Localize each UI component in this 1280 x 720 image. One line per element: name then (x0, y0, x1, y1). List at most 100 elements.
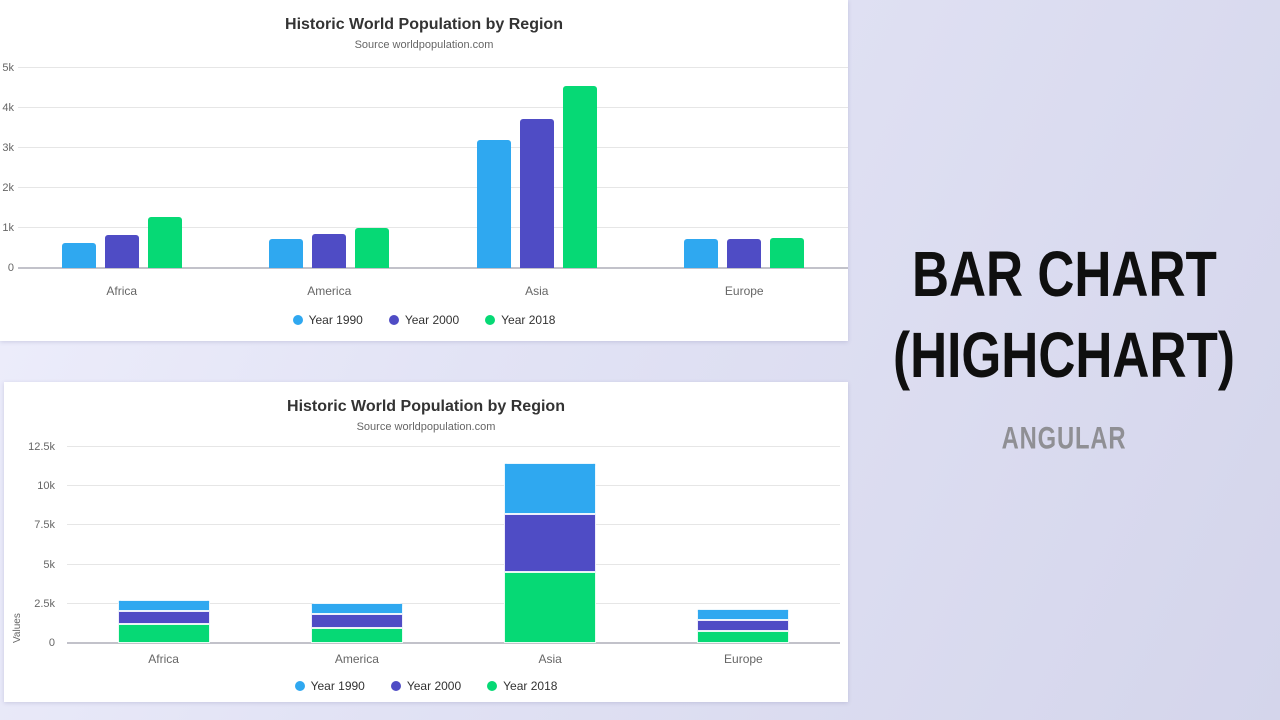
category-europe (641, 68, 849, 268)
bar-year-2000-america[interactable] (312, 234, 347, 268)
legend-item-year-2000[interactable]: Year 2000 (390, 679, 462, 693)
x-axis-label-asia: Asia (525, 284, 549, 298)
category-europe (647, 447, 840, 643)
x-axis-line (67, 642, 840, 644)
panel-subtitle: ANGULAR (1001, 421, 1127, 456)
legend-item-year-2000[interactable]: Year 2000 (388, 313, 460, 327)
bar-year-1990-europe[interactable] (684, 239, 719, 268)
chart-title: Historic World Population by Region (285, 16, 563, 33)
x-axis-label-europe: Europe (724, 652, 763, 666)
title-panel: BAR CHART (HIGHCHART) ANGULAR (848, 0, 1280, 720)
legend-marker-icon (292, 315, 303, 325)
y-tick-label: 4k (2, 102, 14, 114)
bars-container (18, 68, 848, 268)
bar-year-1990-america[interactable] (269, 238, 304, 268)
x-axis-label-europe: Europe (724, 284, 764, 298)
legend-marker-icon (487, 681, 498, 691)
x-axis-labels: Africa America Asia Europe (18, 284, 848, 298)
bar-year-2018-europe[interactable] (770, 238, 805, 268)
legend-marker-icon (294, 681, 305, 691)
chart-title: Historic World Population by Region (287, 398, 565, 415)
bar-year-1990-asia[interactable] (476, 139, 511, 268)
bar-year-2000-asia[interactable] (519, 119, 554, 268)
gridline (67, 563, 840, 565)
legend-label: Year 2000 (404, 313, 460, 327)
category-africa (18, 68, 226, 268)
gridline (18, 67, 848, 68)
y-tick-label: 5k (2, 62, 14, 74)
legend-marker-icon (390, 681, 401, 691)
x-axis-line (18, 267, 848, 269)
stack-asia (504, 463, 597, 643)
x-axis-label-asia: Asia (538, 652, 562, 666)
segment-year-2000-europe[interactable] (697, 619, 790, 632)
x-axis-labels: Africa America Asia Europe (67, 652, 840, 666)
category-america (260, 447, 453, 643)
legend-label: Year 2000 (406, 679, 462, 693)
segment-year-1990-asia[interactable] (504, 463, 597, 514)
stack-europe (697, 608, 790, 643)
segment-year-2018-asia[interactable] (504, 571, 597, 643)
bar-year-1990-africa[interactable] (61, 242, 96, 268)
legend-label: Year 2018 (501, 313, 556, 327)
stack-africa (117, 600, 210, 643)
gridline (18, 107, 848, 108)
segment-year-1990-america[interactable] (310, 602, 403, 615)
grouped-bar-chart: Historic World Population by Region Sour… (0, 0, 848, 327)
y-tick-label: 2.5k (34, 597, 55, 610)
y-tick-label: 10k (37, 480, 55, 493)
y-tick-label: 1k (2, 222, 14, 234)
gridline (67, 602, 840, 604)
bars-container (67, 447, 840, 643)
bar-year-2018-america[interactable] (355, 227, 390, 268)
stacked-bar-chart: Historic World Population by Region Sour… (4, 382, 848, 693)
legend-marker-icon (485, 315, 496, 325)
y-tick-label: 2k (2, 182, 14, 194)
legend-label: Year 1990 (310, 679, 365, 693)
legend-item-year-2018[interactable]: Year 2018 (485, 313, 555, 327)
bar-year-2000-africa[interactable] (104, 235, 139, 268)
legend-label: Year 1990 (308, 313, 363, 327)
gridline (67, 485, 840, 487)
segment-year-2000-asia[interactable] (504, 513, 597, 572)
chart-subtitle: Source worldpopulation.com (356, 421, 496, 433)
y-tick-label: 5k (43, 558, 55, 571)
segment-year-1990-africa[interactable] (117, 600, 210, 611)
panel-title-line2: (HIGHCHART) (893, 319, 1235, 392)
y-tick-label: 0 (7, 262, 14, 274)
bar-year-2018-asia[interactable] (562, 85, 597, 268)
legend-item-year-1990[interactable]: Year 1990 (294, 679, 365, 693)
segment-year-2018-america[interactable] (310, 627, 403, 643)
legend: Year 1990 Year 2000 Year 2018 (0, 313, 848, 327)
x-axis-label-america: America (307, 284, 352, 298)
y-axis-labels: 0 1k 2k 3k 4k 5k (0, 62, 14, 274)
x-axis-label-africa: Africa (148, 652, 179, 666)
legend-item-year-1990[interactable]: Year 1990 (292, 313, 363, 327)
category-africa (67, 447, 260, 643)
legend-label: Year 2018 (503, 679, 558, 693)
category-america (226, 68, 434, 268)
segment-year-2000-america[interactable] (310, 614, 403, 628)
plot-area (18, 67, 848, 269)
y-tick-label: 7.5k (34, 519, 55, 532)
gridline (18, 187, 848, 188)
bar-year-2000-europe[interactable] (727, 238, 762, 268)
gridline (18, 147, 848, 148)
legend-marker-icon (388, 315, 399, 325)
segment-year-2018-africa[interactable] (117, 623, 210, 643)
stack-america (310, 602, 403, 643)
grouped-chart-card: Historic World Population by Region Sour… (0, 0, 848, 341)
gridline (67, 524, 840, 526)
segment-year-2000-africa[interactable] (117, 610, 210, 624)
segment-year-1990-europe[interactable] (697, 608, 790, 620)
gridline (67, 446, 840, 447)
bar-year-2018-africa[interactable] (147, 216, 182, 268)
legend-item-year-2018[interactable]: Year 2018 (487, 679, 557, 693)
category-asia (454, 447, 647, 643)
panel-title-line1: BAR CHART (911, 238, 1217, 311)
legend: Year 1990 Year 2000 Year 2018 (4, 679, 848, 693)
category-asia (433, 68, 641, 268)
stacked-chart-card: Historic World Population by Region Sour… (4, 382, 848, 702)
segment-year-2018-europe[interactable] (697, 631, 790, 643)
